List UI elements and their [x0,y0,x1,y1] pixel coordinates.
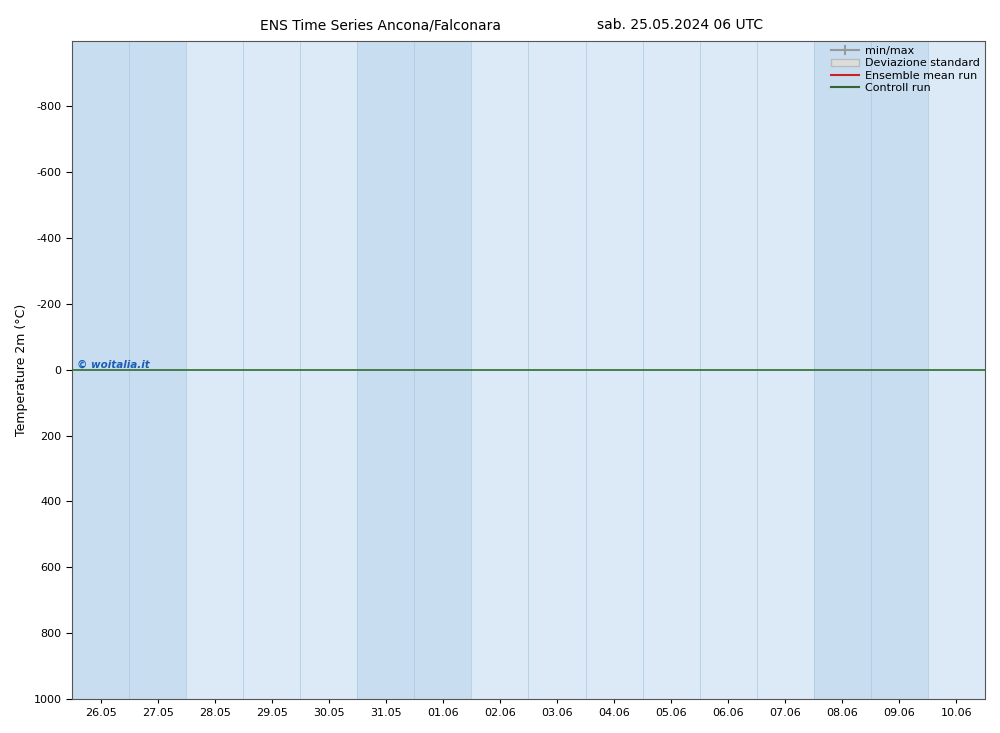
Bar [129,40,186,699]
Text: sab. 25.05.2024 06 UTC: sab. 25.05.2024 06 UTC [597,18,763,32]
Bar [814,40,871,699]
Bar [414,40,471,699]
Y-axis label: Temperature 2m (°C): Temperature 2m (°C) [15,303,28,436]
Text: © woitalia.it: © woitalia.it [77,360,149,370]
Bar [871,40,928,699]
Legend: min/max, Deviazione standard, Ensemble mean run, Controll run: min/max, Deviazione standard, Ensemble m… [831,46,979,93]
Text: ENS Time Series Ancona/Falconara: ENS Time Series Ancona/Falconara [260,18,501,32]
Bar [72,40,129,699]
Bar [357,40,414,699]
